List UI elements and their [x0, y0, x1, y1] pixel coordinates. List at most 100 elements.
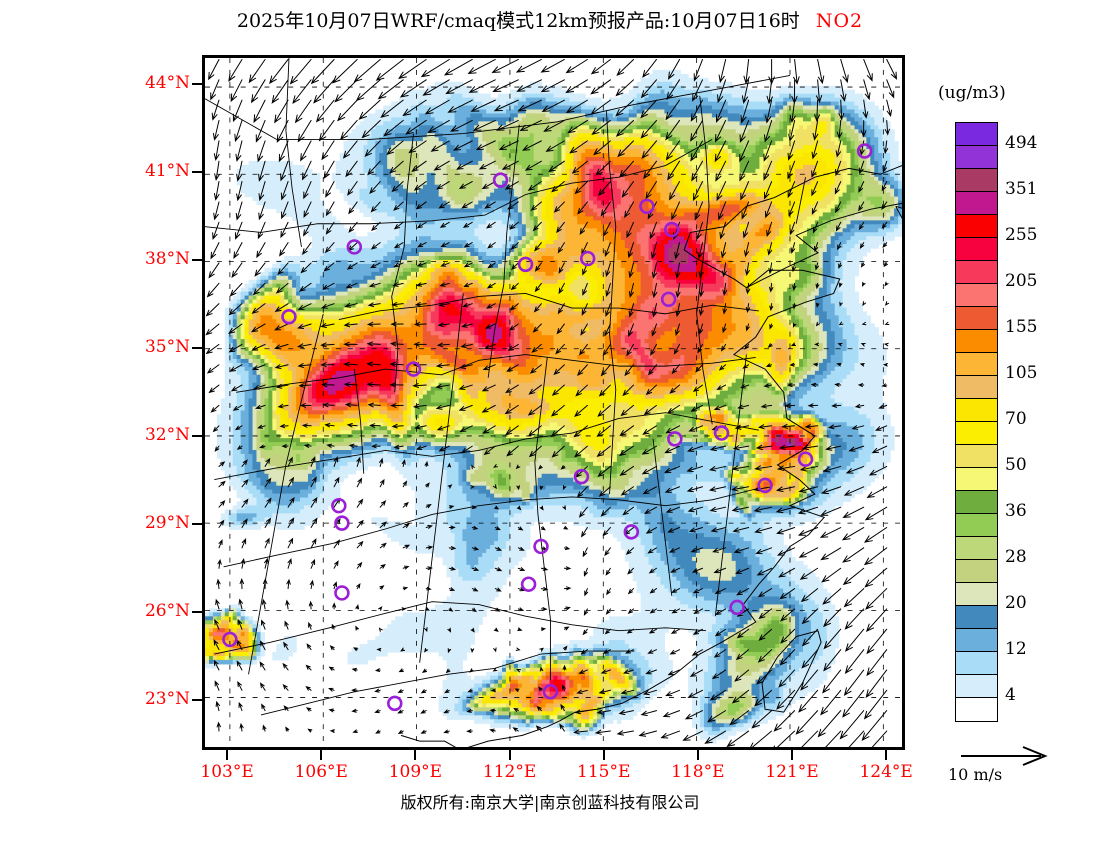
city-marker[interactable] [346, 239, 363, 255]
colorbar-label: 351 [1005, 179, 1038, 199]
city-marker[interactable] [660, 291, 677, 308]
city-marker[interactable] [729, 599, 745, 616]
lat-tick-label: 38°N [144, 249, 190, 270]
city-marker[interactable] [281, 309, 297, 325]
colorbar-label: 20 [1005, 593, 1027, 613]
city-marker[interactable] [331, 497, 347, 514]
colorbar-cell [956, 698, 997, 721]
lat-tick [192, 523, 202, 526]
lon-tick [226, 750, 229, 760]
lat-tick [192, 435, 202, 438]
lat-tick-label: 26°N [144, 601, 190, 622]
colorbar-label: 105 [1005, 363, 1038, 383]
city-marker[interactable] [623, 524, 640, 540]
colorbar-cell [956, 583, 997, 606]
colorbar-label: 205 [1005, 271, 1038, 291]
lat-tick-label: 29°N [144, 513, 190, 534]
colorbar-label: 255 [1005, 225, 1038, 245]
lon-tick-label: 109°E [388, 762, 443, 782]
lat-tick-label: 41°N [144, 161, 190, 182]
colorbar-label: 28 [1005, 547, 1027, 567]
lon-tick [508, 750, 511, 760]
colorbar-label: 12 [1005, 639, 1027, 659]
city-marker-layer[interactable] [222, 143, 873, 712]
lon-tick-label: 118°E [671, 762, 725, 782]
colorbar-cell [956, 468, 997, 491]
lat-tick-label: 35°N [144, 337, 190, 358]
city-marker[interactable] [664, 221, 680, 238]
lon-tick [320, 750, 323, 760]
lat-tick [192, 171, 202, 174]
lat-tick-label: 23°N [144, 689, 190, 710]
city-marker[interactable] [573, 468, 590, 485]
lon-tick [696, 750, 699, 760]
city-marker[interactable] [757, 477, 773, 494]
colorbar-cell [956, 307, 997, 330]
page-title: 2025年10月07日WRF/cmaq模式12km预报产品:10月07日16时 N… [0, 6, 1100, 33]
colorbar-cell [956, 445, 997, 468]
title-text: 2025年10月07日WRF/cmaq模式12km预报产品:10月07日16时 [236, 10, 800, 32]
city-marker[interactable] [579, 250, 596, 267]
colorbar-cell [956, 192, 997, 215]
lon-tick-label: 103°E [200, 762, 254, 782]
city-marker[interactable] [639, 198, 655, 215]
province-borders [205, 58, 806, 716]
lon-tick-label: 121°E [765, 762, 819, 782]
lon-tick-label: 115°E [577, 762, 631, 782]
lon-tick-label: 124°E [859, 762, 913, 782]
colorbar-cell [956, 215, 997, 238]
city-marker[interactable] [713, 425, 730, 441]
colorbar-cell [956, 169, 997, 192]
lat-tick [192, 259, 202, 262]
colorbar-label: 50 [1005, 455, 1027, 475]
colorbar-cell [956, 284, 997, 307]
colorbar-label: 4 [1005, 685, 1016, 705]
colorbar-cell [956, 560, 997, 583]
city-marker[interactable] [334, 515, 350, 531]
colorbar-cell [956, 629, 997, 652]
map-canvas [205, 58, 902, 747]
colorbar-cell [956, 330, 997, 353]
city-marker[interactable] [667, 431, 683, 447]
colorbar-cell [956, 376, 997, 399]
lat-tick-label: 44°N [144, 73, 190, 94]
colorbar-cell [956, 261, 997, 284]
wind-reference-label: 10 m/s [948, 765, 1003, 784]
city-marker[interactable] [520, 576, 537, 592]
city-marker[interactable] [856, 143, 873, 159]
lat-tick [192, 83, 202, 86]
colorbar-cell [956, 422, 997, 445]
colorbar-label: 494 [1005, 133, 1038, 153]
map-plot-area[interactable] [202, 55, 905, 750]
colorbar-cell [956, 123, 997, 146]
city-marker[interactable] [797, 451, 814, 467]
city-marker[interactable] [334, 585, 350, 601]
lat-tick [192, 699, 202, 702]
city-marker[interactable] [405, 361, 422, 377]
copyright-text: 版权所有:南京大学|南京创蓝科技有限公司 [400, 793, 700, 812]
wind-vector-field [205, 58, 898, 747]
colorbar-label: 36 [1005, 501, 1027, 521]
city-marker[interactable] [222, 631, 238, 648]
lon-tick [885, 750, 888, 760]
lon-tick-label: 112°E [482, 762, 537, 782]
city-marker[interactable] [533, 538, 549, 555]
city-marker[interactable] [542, 684, 559, 700]
lon-tick-label: 106°E [294, 762, 348, 782]
colorbar-units-label: (ug/m3) [938, 83, 1006, 103]
lon-tick [791, 750, 794, 760]
colorbar-cell [956, 146, 997, 169]
colorbar-cell [956, 537, 997, 560]
lat-tick [192, 611, 202, 614]
city-marker[interactable] [387, 695, 403, 712]
colorbar-cell [956, 652, 997, 675]
lat-tick-label: 32°N [144, 425, 190, 446]
lon-tick [414, 750, 417, 760]
colorbar-cell [956, 491, 997, 514]
colorbar-cell [956, 238, 997, 261]
city-marker[interactable] [492, 172, 509, 188]
colorbar[interactable] [955, 122, 998, 722]
city-marker[interactable] [517, 256, 534, 273]
lon-tick [602, 750, 605, 760]
colorbar-cell [956, 514, 997, 537]
